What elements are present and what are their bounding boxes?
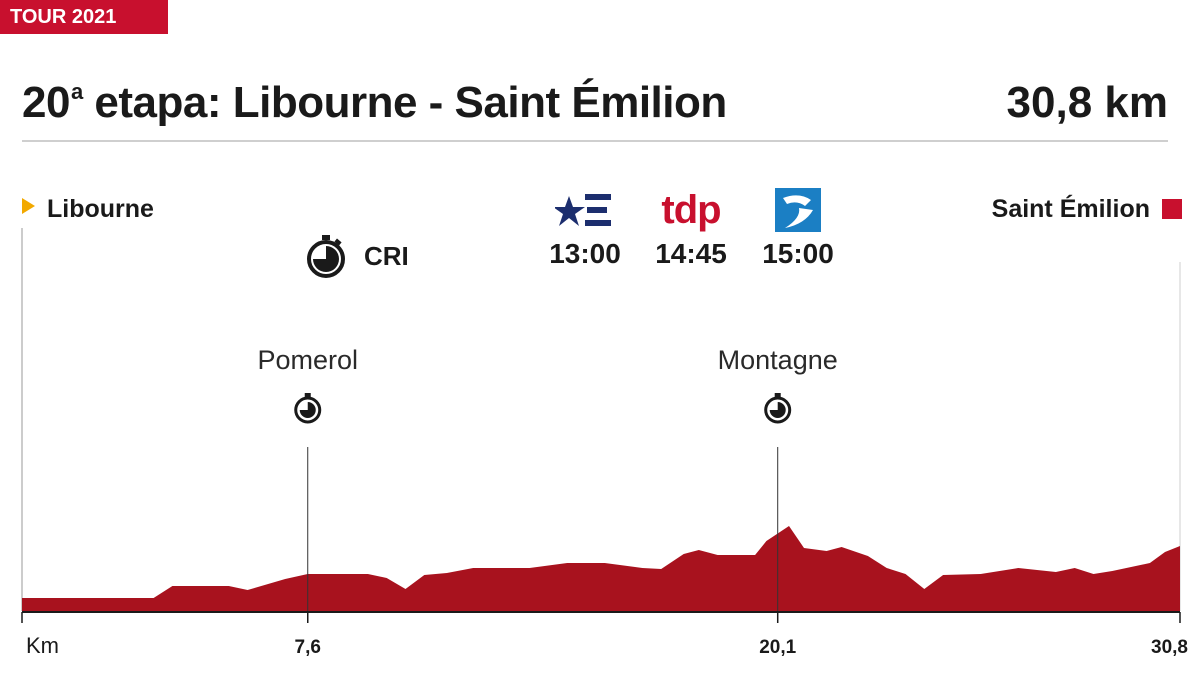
checkpoint-stopwatch-icon: [764, 393, 792, 424]
checkpoint-label: Montagne: [718, 345, 838, 375]
divider: [22, 140, 1168, 142]
stage-distance: 30,8 km: [1006, 78, 1168, 127]
stage-type: CRI: [304, 234, 409, 278]
stage-ordinal: a: [70, 79, 83, 104]
broadcast-time: 14:45: [655, 238, 727, 269]
checkpoint-label: Pomerol: [257, 345, 358, 375]
broadcast-time: 15:00: [762, 238, 834, 269]
x-axis-tick-label: 20,1: [759, 637, 796, 658]
finish-city: Saint Émilion: [992, 195, 1182, 224]
stopwatch-icon: [307, 235, 345, 278]
broadcast-time: 13:00: [549, 238, 621, 269]
broadcast-eurosport: 13:00: [535, 188, 635, 270]
start-city: Libourne: [22, 195, 154, 224]
start-city-label: Libourne: [47, 195, 154, 223]
checkpoint-stopwatch-icon: [294, 393, 322, 424]
finish-city-label: Saint Émilion: [991, 195, 1150, 223]
stage-type-label: CRI: [364, 240, 409, 271]
stage-title: 20a etapa: Libourne - Saint Émilion: [22, 78, 727, 128]
x-axis-tick-label: 7,6: [295, 637, 321, 658]
tdp-logo: tdp: [661, 188, 721, 232]
gol-tv-icon: [775, 188, 821, 232]
x-axis-tick-label: 30,8: [1151, 637, 1188, 658]
broadcast-third: 15:00: [748, 188, 848, 270]
finish-square-icon: [1162, 199, 1182, 219]
start-triangle-icon: [22, 198, 35, 214]
eurosport-icon: [555, 194, 611, 226]
broadcast-tdp: tdp 14:45: [641, 188, 741, 270]
stage-route: etapa: Libourne - Saint Émilion: [82, 78, 727, 127]
tour-tag: TOUR 2021: [0, 0, 168, 34]
stage-number: 20: [22, 78, 70, 127]
elevation-profile-area: [22, 526, 1180, 611]
x-axis-tick-label: Km: [26, 633, 59, 658]
